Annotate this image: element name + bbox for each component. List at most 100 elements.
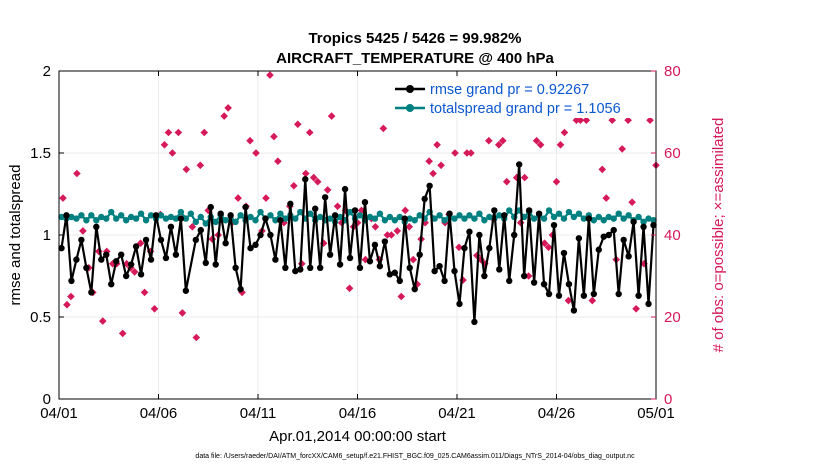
rmse-point-91 xyxy=(515,161,523,168)
totalspread-point-75 xyxy=(431,215,438,222)
rmse-point-86 xyxy=(491,207,498,214)
obs-marker-65 xyxy=(357,206,366,215)
totalspread-point-33 xyxy=(222,217,229,224)
totalspread-point-108 xyxy=(595,213,602,221)
rmse-point-0 xyxy=(58,244,65,252)
totalspread-point-10 xyxy=(108,208,115,216)
obs-marker-58 xyxy=(327,112,336,120)
rmse-point-19 xyxy=(152,212,160,219)
rmse-point-52 xyxy=(321,194,329,201)
rmse-point-58 xyxy=(351,207,359,214)
rmse-point-3 xyxy=(73,256,80,263)
chart-subtitle: AIRCRAFT_TEMPERATURE @ 400 hPa xyxy=(276,50,554,67)
rmse-point-45 xyxy=(287,200,294,208)
totalspread-point-58 xyxy=(346,208,354,216)
obs-marker-92 xyxy=(473,251,481,260)
totalspread-point-2 xyxy=(68,213,75,221)
rmse-point-9 xyxy=(103,251,110,258)
legend-rmse-label: rmse grand pr = 0.92267 xyxy=(430,82,589,98)
obs-marker-15 xyxy=(130,268,139,276)
totalspread-point-65 xyxy=(381,217,389,224)
rmse-point-44 xyxy=(282,264,289,271)
x-tick-label-3: 04/16 xyxy=(339,405,377,422)
rmse-point-56 xyxy=(341,185,349,193)
totalspread-point-102 xyxy=(565,208,573,216)
rmse-point-54 xyxy=(331,212,339,219)
obs-marker-27 xyxy=(188,223,197,231)
totalspread-point-70 xyxy=(406,215,413,222)
obs-marker-21 xyxy=(160,141,169,149)
rmse-point-67 xyxy=(396,277,403,285)
totalspread-point-88 xyxy=(496,212,503,219)
totalspread-point-36 xyxy=(237,212,244,219)
totalspread-point-24 xyxy=(177,208,185,216)
rmse-point-106 xyxy=(590,290,598,298)
obs-marker-40 xyxy=(246,136,254,145)
rmse-point-27 xyxy=(197,226,204,234)
totalspread-point-13 xyxy=(122,217,130,224)
rmse-point-41 xyxy=(267,231,274,239)
totalspread-point-80 xyxy=(456,212,463,219)
totalspread-point-71 xyxy=(411,217,418,224)
totalspread-point-86 xyxy=(486,213,493,221)
rmse-point-12 xyxy=(117,251,125,258)
obs-marker-80 xyxy=(421,218,429,227)
obs-marker-84 xyxy=(437,161,445,170)
rmse-point-40 xyxy=(262,215,269,222)
rmse-point-4 xyxy=(78,236,85,244)
obs-marker-129 xyxy=(646,116,654,124)
rmse-point-105 xyxy=(585,215,593,222)
obs-marker-82 xyxy=(429,169,437,178)
rmse-point-68 xyxy=(401,215,408,222)
rmse-point-63 xyxy=(376,262,384,270)
totalspread-point-107 xyxy=(590,217,598,224)
totalspread-point-31 xyxy=(212,218,219,226)
obs-marker-54 xyxy=(309,173,318,182)
totalspread-point-38 xyxy=(247,213,254,221)
rmse-point-115 xyxy=(635,292,642,299)
rmse-point-85 xyxy=(486,244,493,252)
obs-marker-52 xyxy=(301,169,310,178)
obs-marker-115 xyxy=(572,116,581,124)
rmse-point-64 xyxy=(381,238,389,245)
obs-marker-56 xyxy=(319,239,328,247)
obs-marker-75 xyxy=(401,206,410,215)
rmse-point-22 xyxy=(167,223,175,230)
legend: rmse grand pr = 0.92267 totalspread gran… xyxy=(389,78,653,118)
y-tick-label-3: 1.5 xyxy=(30,145,51,162)
obs-marker-88 xyxy=(455,243,463,252)
obs-marker-25 xyxy=(178,309,187,317)
x-tick-label-1: 04/06 xyxy=(140,405,178,422)
rmse-point-84 xyxy=(481,272,488,280)
obs-marker-38 xyxy=(238,288,246,297)
obs-marker-35 xyxy=(224,104,232,112)
rmse-point-5 xyxy=(83,264,90,271)
totalspread-point-114 xyxy=(625,212,632,219)
rmse-point-61 xyxy=(366,258,374,265)
obs-marker-1 xyxy=(63,300,71,309)
rmse-point-18 xyxy=(147,256,155,263)
totalspread-point-0 xyxy=(58,213,65,221)
rmse-point-104 xyxy=(580,292,588,299)
rmse-point-49 xyxy=(307,264,314,271)
totalspread-point-79 xyxy=(451,215,458,222)
rmse-point-24 xyxy=(177,215,185,222)
obs-marker-37 xyxy=(234,194,242,202)
chart-title: Tropics 5425 / 5426 = 99.982% xyxy=(308,30,521,47)
rmse-point-111 xyxy=(615,290,622,298)
obs-marker-50 xyxy=(294,120,302,129)
rmse-point-36 xyxy=(242,203,249,211)
totalspread-point-97 xyxy=(540,215,548,222)
obs-marker-45 xyxy=(270,132,278,141)
obs-marker-55 xyxy=(313,177,322,186)
totalspread-point-23 xyxy=(172,215,180,222)
y2-axis-label: # of obs: o=possible; ×=assimilated xyxy=(710,118,727,353)
rmse-point-74 xyxy=(431,267,438,275)
obs-marker-78 xyxy=(413,280,421,288)
rmse-point-87 xyxy=(496,266,503,273)
rmse-point-65 xyxy=(386,271,394,278)
totalspread-point-111 xyxy=(610,215,617,222)
obs-marker-113 xyxy=(564,296,573,305)
rmse-point-108 xyxy=(600,233,607,240)
totalspread-point-7 xyxy=(93,217,100,224)
